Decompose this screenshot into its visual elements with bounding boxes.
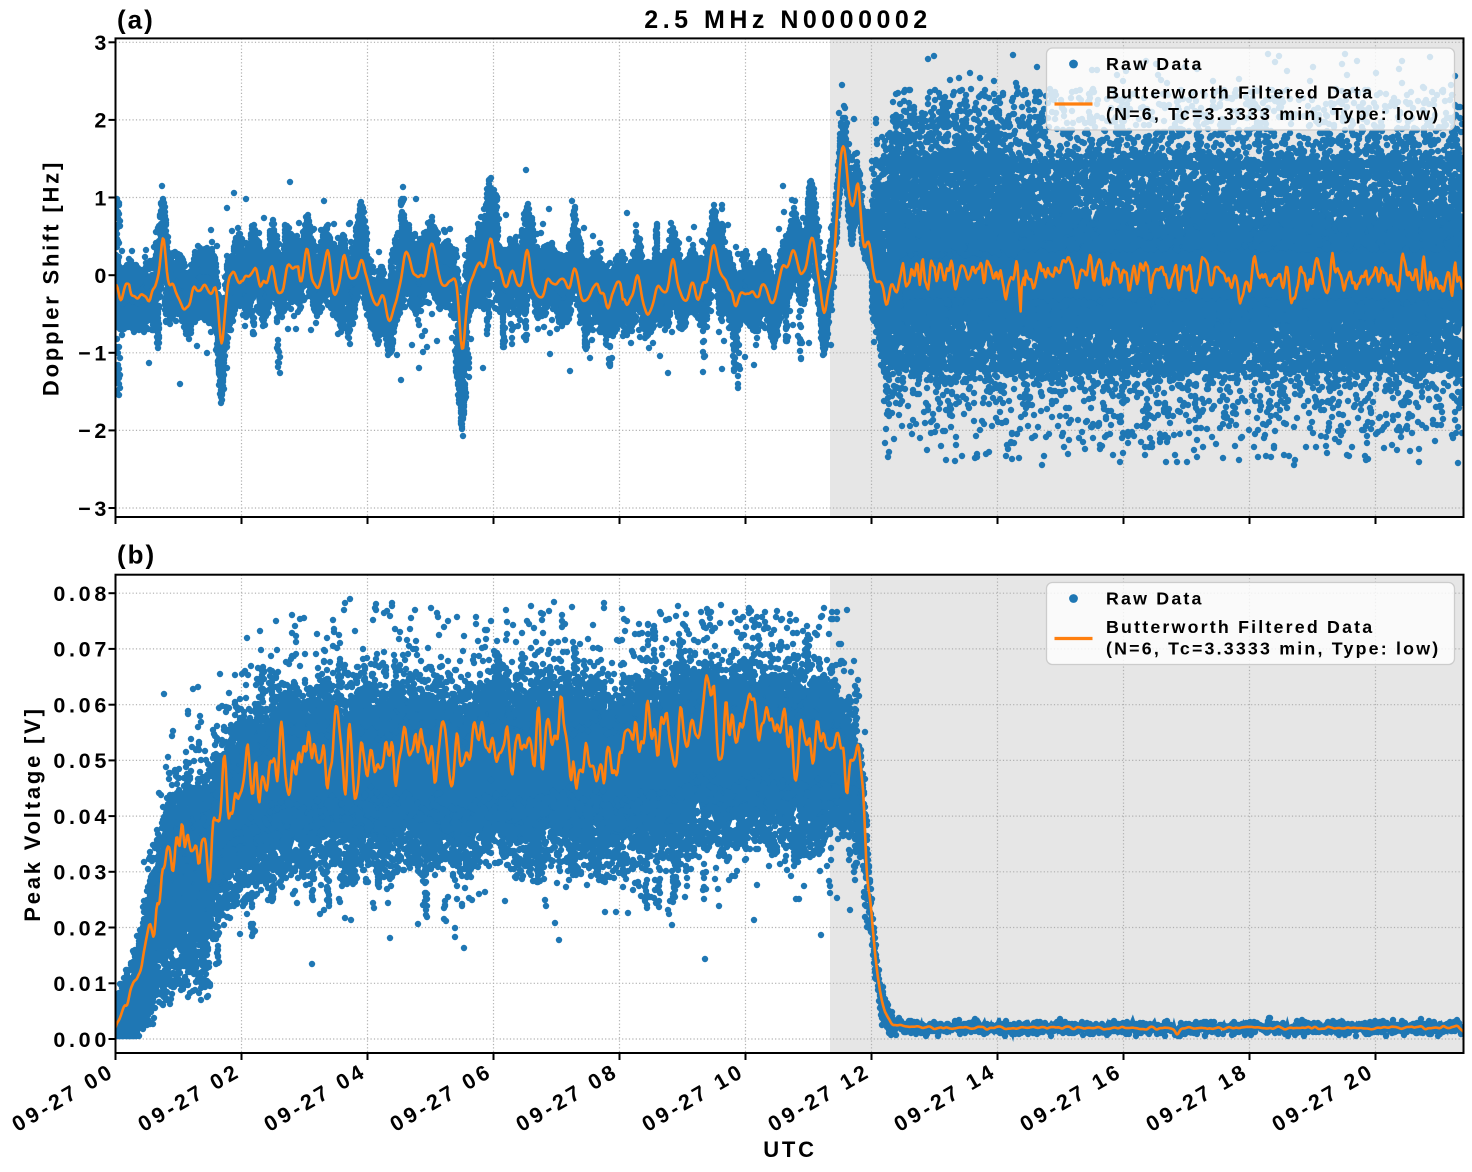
svg-text:0.01: 0.01 [53, 972, 110, 996]
svg-text:Butterworth Filtered Data: Butterworth Filtered Data [1106, 83, 1374, 103]
svg-text:0.05: 0.05 [53, 749, 110, 773]
svg-text:0.03: 0.03 [53, 861, 110, 885]
svg-text:UTC: UTC [763, 1137, 817, 1162]
svg-text:(a): (a) [117, 5, 155, 35]
svg-text:−1: −1 [78, 342, 110, 366]
svg-text:0.00: 0.00 [53, 1028, 110, 1052]
svg-text:Raw Data: Raw Data [1106, 54, 1204, 74]
svg-text:0.04: 0.04 [53, 805, 110, 829]
svg-text:−2: −2 [78, 419, 110, 443]
svg-text:−3: −3 [78, 497, 110, 521]
svg-text:2: 2 [94, 109, 110, 133]
svg-text:(N=6, Tc=3.3333 min, Type: low: (N=6, Tc=3.3333 min, Type: low) [1106, 639, 1440, 659]
svg-text:0: 0 [94, 264, 110, 288]
svg-text:0.06: 0.06 [53, 694, 110, 718]
svg-text:Raw Data: Raw Data [1106, 589, 1204, 609]
svg-text:0.07: 0.07 [53, 638, 110, 662]
svg-text:1: 1 [94, 186, 110, 210]
svg-text:0.02: 0.02 [53, 916, 110, 940]
svg-text:3: 3 [94, 31, 110, 55]
svg-text:(N=6, Tc=3.3333 min, Type: low: (N=6, Tc=3.3333 min, Type: low) [1106, 104, 1440, 124]
svg-text:Doppler Shift [Hz]: Doppler Shift [Hz] [39, 160, 64, 396]
svg-text:(b): (b) [117, 540, 156, 570]
svg-text:0.08: 0.08 [53, 582, 110, 606]
svg-text:Peak Voltage [V]: Peak Voltage [V] [20, 706, 45, 922]
svg-text:Butterworth Filtered Data: Butterworth Filtered Data [1106, 617, 1374, 637]
svg-text:2.5 MHz N0000002: 2.5 MHz N0000002 [644, 6, 931, 34]
